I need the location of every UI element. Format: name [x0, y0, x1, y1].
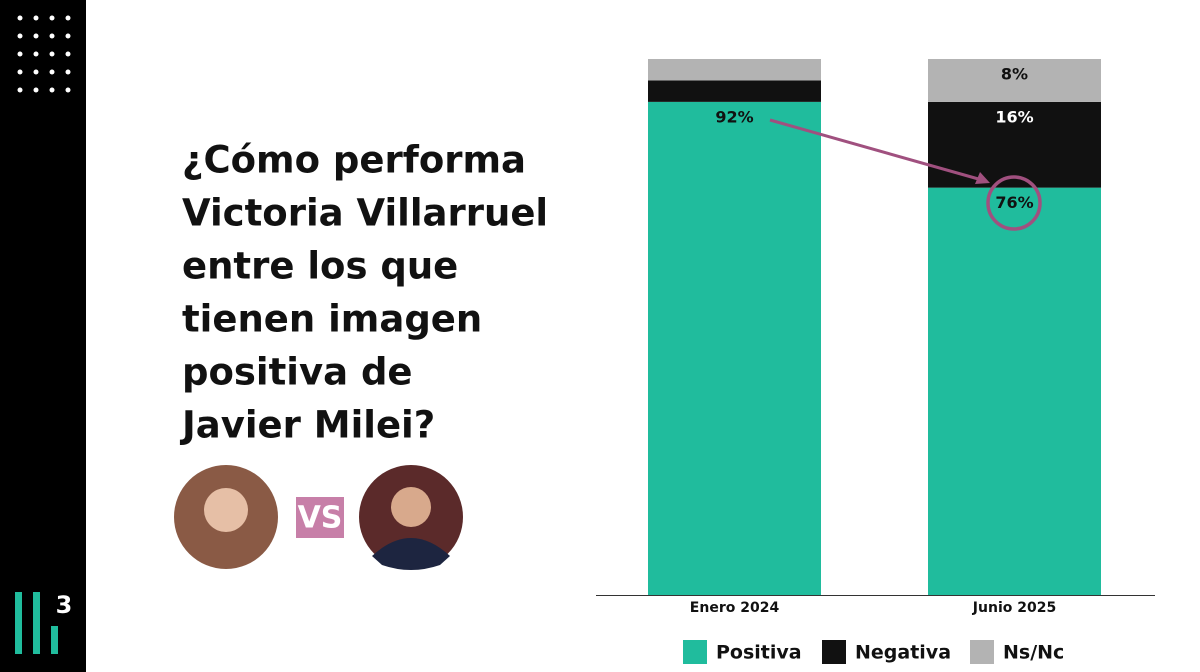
- dot: [49, 33, 55, 39]
- dot: [33, 33, 39, 39]
- dot: [33, 69, 39, 75]
- title-line: Victoria Villarruel: [182, 192, 548, 235]
- title-line: Javier Milei?: [179, 404, 435, 447]
- photos: [174, 465, 463, 570]
- legend-swatch: [970, 640, 994, 664]
- bar-segment: [648, 80, 821, 102]
- logo-bars: [15, 592, 58, 654]
- data-label: 92%: [715, 107, 753, 126]
- arrow: [769, 118, 983, 182]
- legend-swatch: [822, 640, 846, 664]
- dot: [49, 15, 55, 21]
- legend-label: Ns/Nc: [1003, 642, 1064, 664]
- dot: [33, 15, 39, 21]
- dot: [17, 33, 23, 39]
- dot: [17, 51, 23, 57]
- bar-segment: [928, 187, 1101, 595]
- dot: [17, 69, 23, 75]
- data-label: 76%: [995, 193, 1033, 212]
- x-tick-label: Junio 2025: [972, 600, 1056, 616]
- title: ¿Cómo performa Victoria Villarruel entre l…: [179, 139, 548, 447]
- dot: [17, 15, 23, 21]
- bar-segment: [648, 101, 821, 595]
- dot: [65, 33, 71, 39]
- highlight-circle: [986, 175, 1042, 231]
- dot: [49, 87, 55, 93]
- logo: 3: [56, 591, 73, 619]
- data-label: 16%: [995, 107, 1033, 126]
- legend-label: Positiva: [716, 642, 802, 664]
- title-line: ¿Cómo performa: [182, 139, 526, 182]
- dot: [65, 51, 71, 57]
- dot: [65, 87, 71, 93]
- legend-swatch: [683, 640, 707, 664]
- chart: 92% Enero 2024 76% 16% 8% Junio 2025 Positiva N…: [596, 59, 1155, 664]
- vs-label: VS: [298, 501, 343, 536]
- title-line: positiva de: [182, 351, 413, 394]
- dot: [17, 87, 23, 93]
- title-line: entre los que: [182, 245, 458, 288]
- x-tick-label: Enero 2024: [690, 600, 780, 616]
- dot: [33, 51, 39, 57]
- dot: [49, 69, 55, 75]
- title-line: tienen imagen: [182, 298, 482, 341]
- dot: [65, 69, 71, 75]
- vs-box: [296, 497, 344, 538]
- dot: [49, 51, 55, 57]
- arrow-head: [975, 172, 990, 184]
- bar-segment: [928, 59, 1101, 102]
- legend-label: Negativa: [855, 642, 951, 664]
- annotation: [769, 118, 1042, 231]
- dot: [65, 15, 71, 21]
- dot: [33, 87, 39, 93]
- data-label: 8%: [1001, 65, 1028, 84]
- bar-segment: [648, 59, 821, 81]
- side-strip: [0, 0, 86, 672]
- dot-grid: [17, 15, 71, 93]
